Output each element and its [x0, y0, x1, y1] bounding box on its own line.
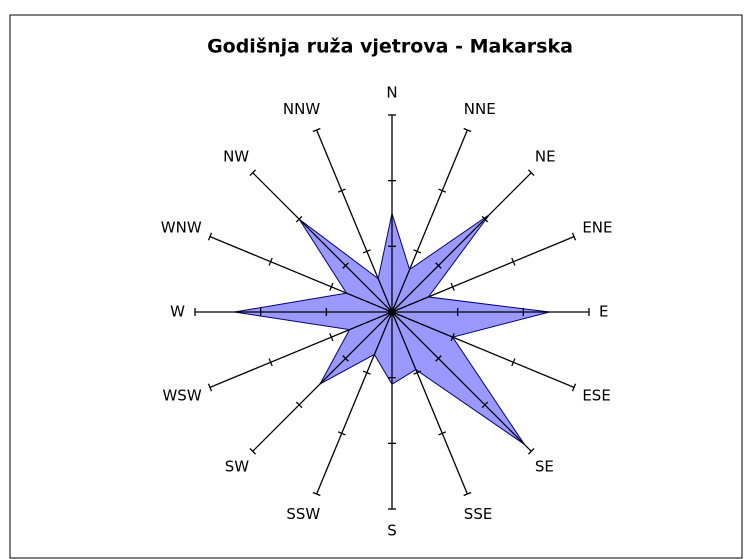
tick-mark — [207, 383, 213, 392]
axis-line — [252, 311, 393, 452]
direction-label: WSW — [162, 386, 201, 404]
tick-mark — [528, 448, 535, 455]
tick-mark — [511, 257, 516, 266]
axis-line — [252, 172, 393, 313]
direction-label: NE — [535, 148, 556, 166]
tick-mark — [268, 358, 273, 367]
direction-label: ESE — [582, 386, 610, 404]
tick-mark — [362, 370, 371, 375]
tick-mark — [571, 383, 577, 392]
tick-mark — [463, 491, 472, 497]
tick-mark — [435, 355, 442, 362]
axis-line — [391, 311, 468, 495]
axis-line — [391, 129, 468, 313]
direction-label: NNW — [283, 100, 320, 118]
tick-mark — [450, 282, 455, 291]
tick-mark — [511, 358, 516, 367]
tick-mark — [249, 169, 256, 176]
tick-mark — [342, 262, 349, 269]
tick-mark — [571, 232, 577, 241]
tick-mark — [413, 370, 422, 375]
tick-mark — [438, 431, 447, 436]
tick-mark — [268, 257, 273, 266]
direction-label: S — [387, 522, 397, 540]
tick-mark — [528, 169, 535, 176]
direction-label: ENE — [582, 219, 612, 237]
tick-mark — [481, 215, 489, 223]
axis-line — [391, 236, 575, 313]
direction-label: SSE — [464, 505, 493, 523]
direction-label: SW — [225, 457, 250, 475]
tick-mark — [207, 232, 213, 241]
tick-mark — [463, 127, 472, 133]
chart-title: Godišnja ruža vjetrova - Makarska — [207, 36, 573, 58]
direction-label: E — [599, 303, 608, 321]
tick-mark — [249, 448, 256, 455]
axis-line — [316, 129, 393, 313]
direction-label: SSW — [286, 505, 320, 523]
tick-mark — [342, 355, 349, 362]
tick-mark — [481, 401, 489, 409]
direction-label: NNE — [464, 100, 496, 118]
tick-mark — [312, 127, 321, 133]
tick-mark — [362, 249, 371, 254]
axis-line — [209, 311, 393, 388]
axis-line — [391, 311, 575, 388]
tick-mark — [450, 333, 455, 342]
tick-mark — [337, 188, 346, 193]
direction-label: W — [170, 303, 185, 321]
direction-label: N — [386, 84, 397, 102]
tick-mark — [295, 401, 303, 409]
tick-mark — [435, 262, 442, 269]
tick-mark — [295, 215, 303, 223]
tick-mark — [312, 491, 321, 497]
tick-mark — [329, 333, 334, 342]
tick-mark — [337, 431, 346, 436]
direction-label: SE — [535, 457, 554, 475]
tick-mark — [438, 188, 447, 193]
axis-line — [391, 311, 532, 452]
axis-line — [391, 172, 532, 313]
tick-mark — [413, 249, 422, 254]
tick-mark — [329, 282, 334, 291]
axis-line — [316, 311, 393, 495]
axis-line — [209, 236, 393, 313]
direction-label: WNW — [161, 219, 202, 237]
direction-label: NW — [223, 148, 249, 166]
